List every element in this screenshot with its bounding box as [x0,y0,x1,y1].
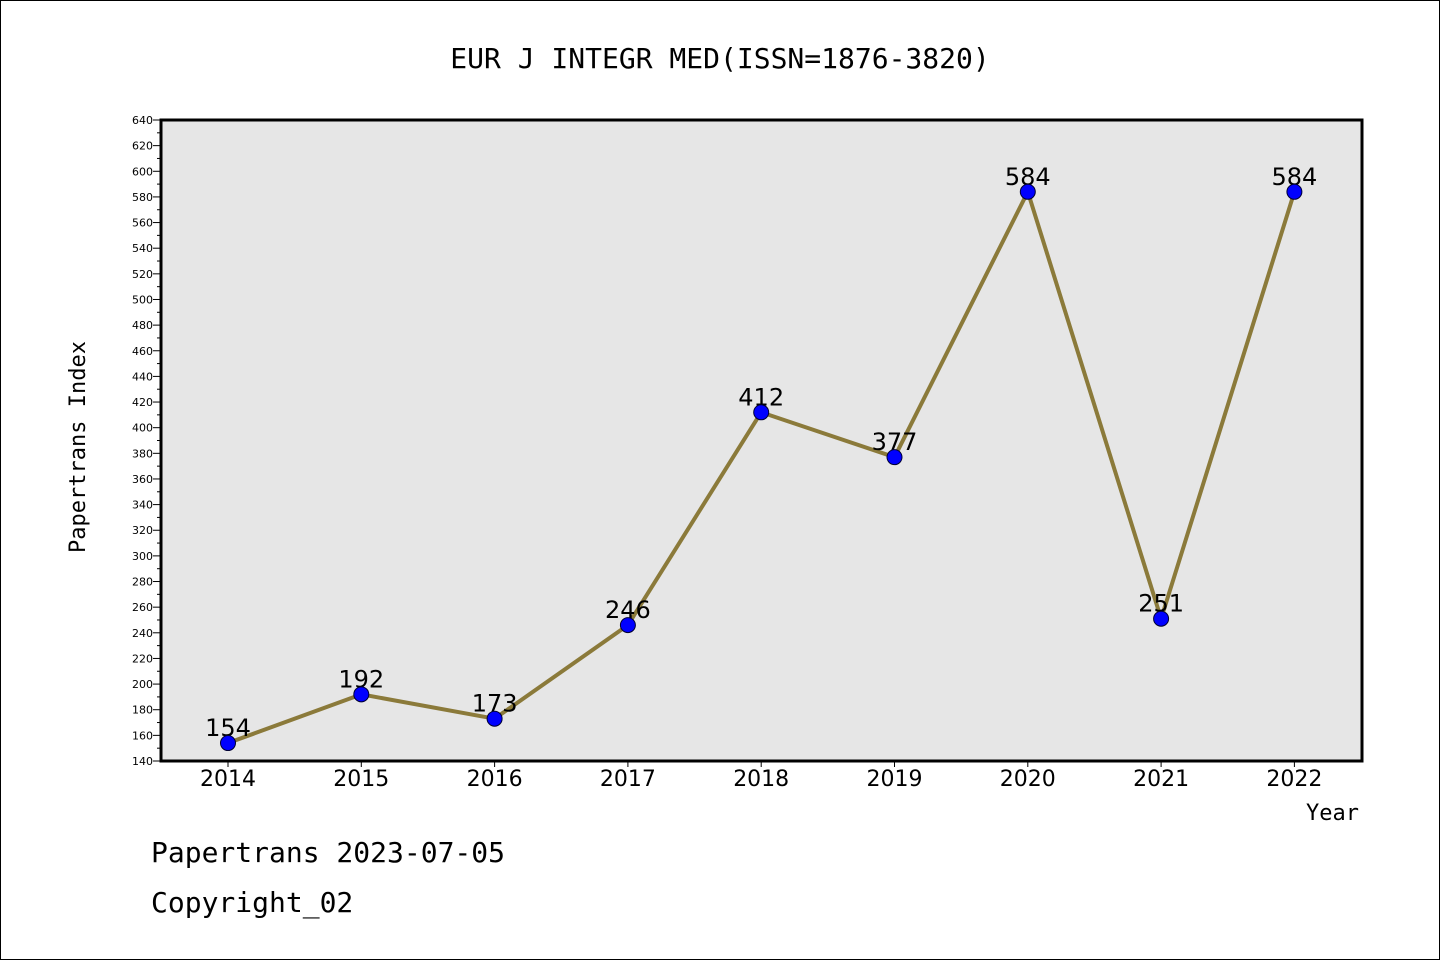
data-point [220,735,236,752]
y-tick-label: 480 [132,319,153,332]
x-tick-label: 2020 [1000,767,1056,792]
x-tick-label: 2018 [733,767,789,792]
y-tick-label: 380 [132,447,153,460]
y-tick-label: 600 [132,165,153,178]
x-tick-label: 2014 [200,767,256,792]
data-point [1153,610,1170,627]
y-tick-label: 320 [132,524,153,537]
data-point [1019,183,1036,200]
x-axis: 2014 2015 2016 2017 2018 2019 2020 2021 2022 [200,761,1322,792]
y-tick-label: 180 [132,704,153,717]
y-tick-label: 340 [132,499,153,512]
y-tick-label: 420 [132,396,153,409]
plot-area [159,118,1364,763]
chart-title: EUR J INTEGR MED(ISSN=1876-3820) [450,42,989,75]
y-tick-label: 140 [132,755,153,768]
y-tick-label: 160 [132,729,153,742]
y-tick-label: 540 [132,242,153,255]
y-tick-label: 500 [132,293,153,306]
x-tick-label: 2017 [600,767,656,792]
y-tick-label: 300 [132,550,153,563]
y-tick-label: 640 [132,114,153,127]
x-tick-label: 2015 [333,767,389,792]
x-tick-label: 2016 [467,767,523,792]
x-tick-label: 2021 [1133,767,1189,792]
y-axis: 140 160 180 200 220 240 260 280 300 320 340 360 380 4… [132,114,161,768]
y-tick-label: 460 [132,345,153,358]
data-point [886,449,903,466]
y-tick-label: 400 [132,422,153,435]
y-tick-label: 240 [132,627,153,640]
data-point [753,404,770,421]
y-tick-label: 200 [132,678,153,691]
y-tick-label: 220 [132,652,153,665]
y-tick-label: 560 [132,217,153,230]
data-point [1286,183,1303,200]
data-point [486,710,503,727]
footer-date-text: Papertrans 2023-07-05 [151,836,506,869]
x-axis-label: Year [1306,801,1359,826]
x-tick-label: 2019 [867,767,923,792]
y-tick-label: 280 [132,576,153,589]
y-tick-label: 260 [132,601,153,614]
y-tick-label: 440 [132,370,153,383]
footer-copyright-text: Copyright_02 [151,886,354,919]
y-tick-label: 520 [132,268,153,281]
data-point [353,686,370,703]
y-tick-label: 360 [132,473,153,486]
x-tick-label: 2022 [1266,767,1322,792]
y-tick-label: 620 [132,140,153,153]
data-point [619,617,636,634]
y-tick-label: 580 [132,191,153,204]
y-axis-label: Papertrans Index [66,341,91,553]
